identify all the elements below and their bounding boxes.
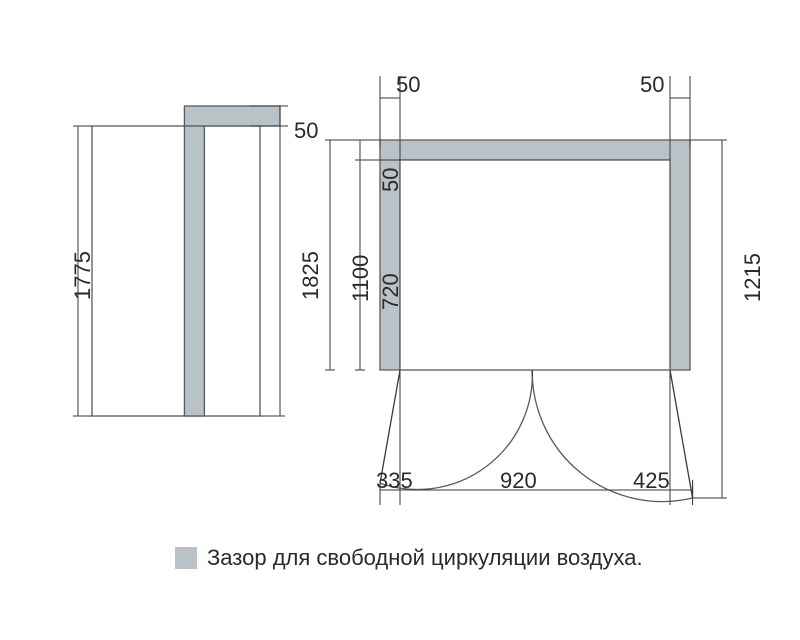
dim-top-side-gap: 50 — [378, 168, 404, 192]
dim-top-swing-depth: 1215 — [740, 253, 766, 302]
legend-text: Зазор для свободной циркуляции воздуха. — [207, 545, 643, 571]
dim-top-width-total: 920 — [500, 468, 537, 494]
dim-side-top-gap: 50 — [294, 118, 318, 144]
dim-top-depth-outer: 1100 — [348, 255, 374, 302]
diagram-stage: 1775 1825 50 50 50 50 720 1100 1215 335 … — [0, 0, 800, 640]
dim-top-depth-inner: 720 — [378, 273, 404, 310]
dim-top-width-left: 335 — [376, 468, 413, 494]
legend: Зазор для свободной циркуляции воздуха. — [175, 545, 643, 571]
dim-side-height-with-gap: 1825 — [298, 251, 324, 300]
dim-top-gap-right: 50 — [640, 72, 664, 98]
legend-swatch — [175, 547, 197, 569]
dim-top-width-right: 425 — [633, 468, 670, 494]
dim-top-gap-left: 50 — [396, 72, 420, 98]
dim-side-height-outer: 1775 — [70, 251, 96, 300]
